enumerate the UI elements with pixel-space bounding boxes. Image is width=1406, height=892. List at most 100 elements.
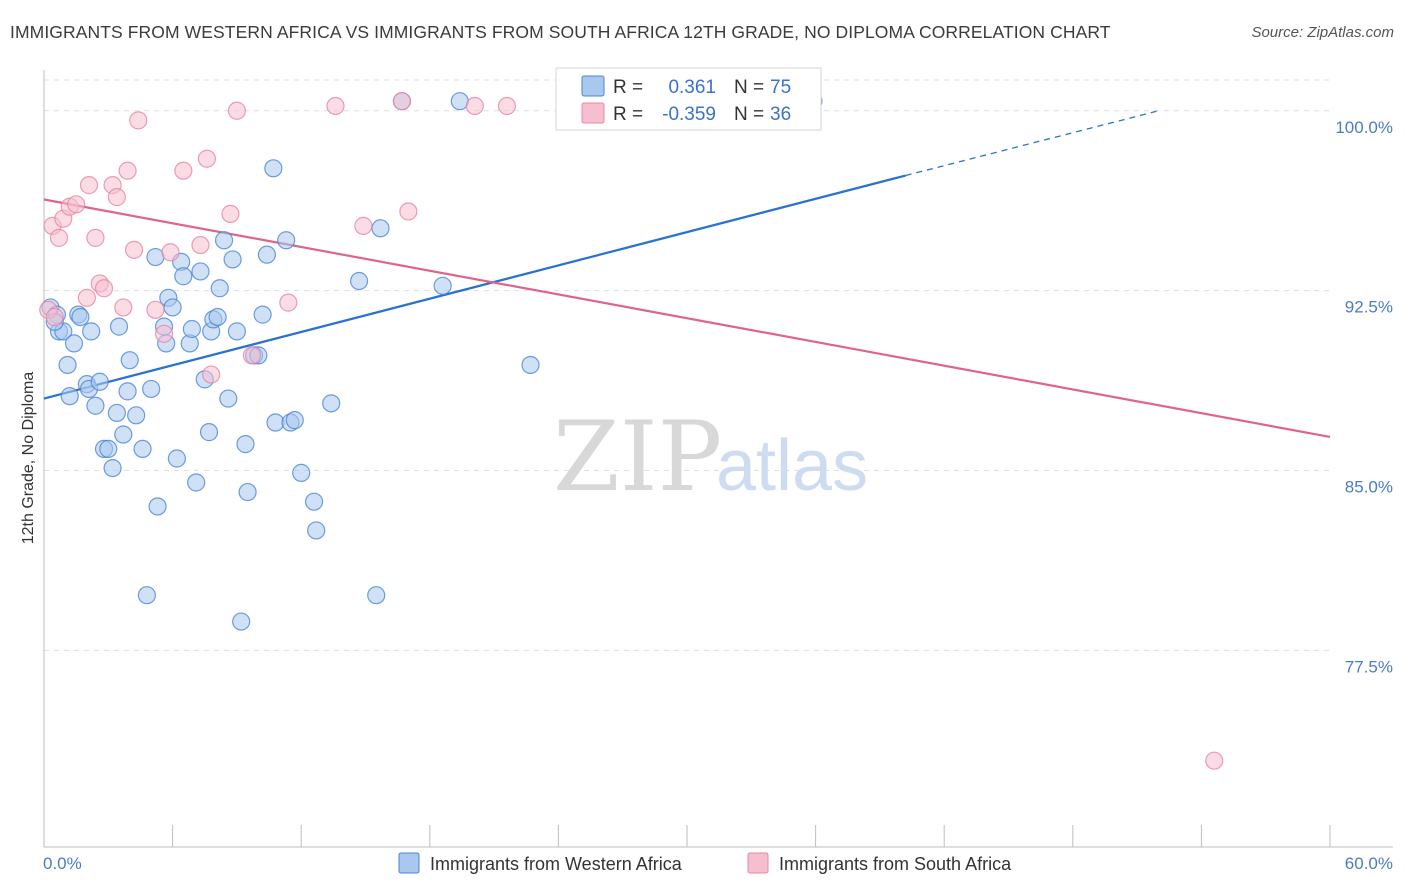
western-africa-point (371, 219, 390, 238)
y-tick-label: 85.0% (1345, 477, 1393, 496)
western-africa-point (174, 267, 193, 286)
western-africa-point (257, 245, 277, 264)
western-africa-point (64, 334, 84, 353)
gridlines (44, 79, 1330, 651)
watermark-zip: ZIP (553, 401, 722, 513)
legend-n-value: 75 (770, 77, 791, 98)
chart-title: IMMIGRANTS FROM WESTERN AFRICA VS IMMIGR… (10, 22, 1111, 42)
south-africa-point (49, 228, 69, 247)
western-africa-point (71, 307, 90, 327)
western-africa-trend-extension (905, 110, 1159, 177)
western-africa-point (127, 406, 146, 425)
western-africa-point (450, 92, 469, 111)
western-africa-point (219, 389, 238, 408)
south-africa-point (124, 240, 144, 259)
south-africa-point (191, 235, 210, 255)
western-africa-point (109, 317, 129, 336)
south-africa-point (94, 279, 114, 298)
western-africa-point (227, 322, 246, 341)
western-africa-point (349, 271, 369, 291)
y-tick-labels: 100.0% 92.5% 85.0% 77.5% (1335, 118, 1393, 677)
south-africa-point (227, 101, 246, 120)
south-africa-point (86, 228, 105, 247)
watermark-atlas: atlas (716, 426, 868, 506)
western-africa-point (60, 387, 79, 406)
south-africa-point (197, 149, 216, 168)
western-africa-point (292, 463, 311, 482)
south-africa-point (129, 111, 148, 130)
legend-swatch-pink (581, 102, 605, 124)
data-points (39, 92, 1224, 770)
south-africa-point (221, 204, 240, 223)
trend-lines (43, 110, 1331, 438)
series-legend-swatch-pink (747, 852, 769, 874)
western-africa-point (210, 279, 229, 298)
legend-r-label: R = (613, 104, 643, 125)
western-africa-point (236, 435, 255, 454)
south-africa-point (67, 195, 86, 214)
south-africa-point (77, 288, 96, 307)
south-africa-point (392, 92, 412, 111)
south-africa-point (242, 346, 262, 365)
western-africa-point (118, 382, 137, 401)
western-africa-point (199, 423, 219, 442)
south-africa-point (154, 324, 174, 343)
south-africa-point (118, 161, 137, 180)
western-africa-point (182, 319, 201, 339)
western-africa-point (90, 372, 109, 391)
y-tick-label: 100.0% (1335, 118, 1393, 137)
south-africa-point (146, 300, 165, 319)
y-axis-title: 12th Grade, No Diploma (20, 372, 37, 545)
western-africa-point (521, 355, 540, 375)
legend-n-label: N = (734, 77, 764, 98)
western-africa-point (167, 449, 186, 468)
chart-source: Source: ZipAtlas.com (1251, 24, 1394, 41)
south-africa-point (202, 365, 221, 384)
south-africa-point (1205, 751, 1224, 770)
western-africa-point (58, 355, 77, 375)
south-africa-point (174, 161, 193, 180)
western-africa-point (264, 159, 283, 178)
legend-n-label: N = (734, 104, 764, 125)
legend-r-label: R = (613, 77, 643, 98)
western-africa-point (114, 425, 133, 444)
western-africa-point (107, 403, 126, 423)
south-africa-trend-line (43, 198, 1331, 438)
western-africa-point (148, 497, 167, 516)
watermark: ZIP atlas (553, 401, 868, 513)
western-africa-point (238, 482, 257, 502)
south-africa-point (114, 298, 133, 317)
western-africa-trend-line (43, 174, 906, 400)
western-africa-point (277, 231, 296, 250)
western-africa-point (187, 473, 206, 492)
western-africa-point (223, 250, 242, 269)
western-africa-point (322, 394, 341, 413)
western-africa-point (253, 305, 272, 324)
western-africa-point (304, 492, 324, 511)
western-africa-point (433, 276, 452, 295)
south-africa-point (465, 96, 484, 116)
south-africa-point (326, 96, 345, 116)
series-legend-label: Immigrants from Western Africa (430, 854, 683, 874)
south-africa-point (497, 96, 517, 116)
western-africa-point (137, 586, 156, 605)
south-africa-point (354, 216, 373, 235)
legend-r-value: -0.359 (662, 104, 716, 125)
western-africa-point (163, 298, 182, 317)
series-legend-swatch-blue (398, 852, 420, 874)
western-africa-point (191, 262, 210, 281)
western-africa-point (142, 379, 161, 399)
western-africa-point (214, 231, 234, 250)
x-tick-label-max: 60.0% (1345, 854, 1393, 873)
western-africa-point (232, 612, 251, 631)
y-tick-label: 77.5% (1345, 657, 1393, 676)
western-africa-point (208, 307, 227, 327)
western-africa-point (146, 247, 165, 267)
legend-r-value: 0.361 (668, 77, 716, 98)
western-africa-point (86, 396, 105, 415)
western-africa-point (133, 439, 152, 459)
western-africa-point (120, 351, 139, 370)
series-legend-label: Immigrants from South Africa (779, 854, 1012, 874)
western-africa-point (367, 586, 386, 605)
